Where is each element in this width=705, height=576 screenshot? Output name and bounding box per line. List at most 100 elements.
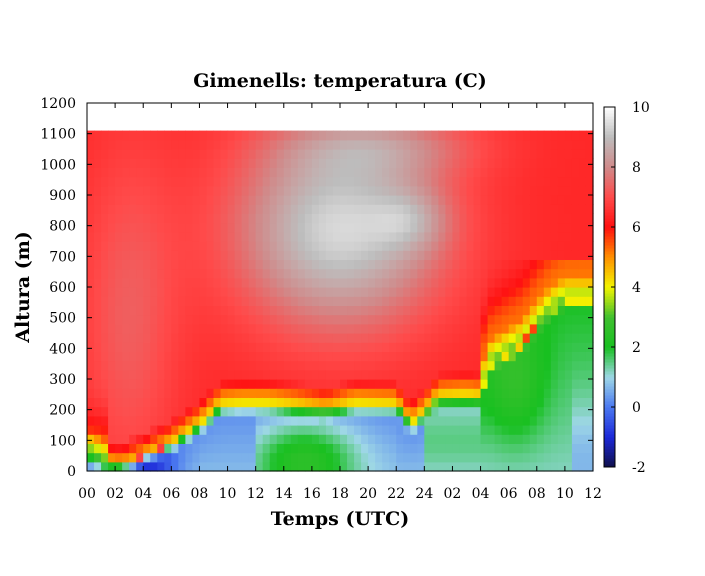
- heatmap-cell: [403, 259, 411, 270]
- heatmap-cell: [354, 167, 362, 178]
- heatmap-cell: [403, 305, 411, 316]
- heatmap-cell: [410, 434, 418, 444]
- heatmap-cell: [248, 443, 257, 454]
- heatmap-cell: [304, 461, 313, 472]
- heatmap-cell: [501, 241, 510, 251]
- heatmap-cell: [192, 369, 201, 380]
- heatmap-cell: [122, 452, 130, 463]
- heatmap-cell: [522, 314, 531, 325]
- heatmap-cell: [185, 397, 194, 408]
- heatmap-cell: [276, 406, 285, 417]
- heatmap-cell: [536, 397, 545, 408]
- heatmap-cell: [382, 268, 390, 279]
- heatmap-cell: [501, 222, 510, 233]
- heatmap-cell: [262, 443, 271, 454]
- heatmap-cell: [164, 213, 172, 224]
- heatmap-cell: [340, 222, 348, 233]
- heatmap-cell: [129, 185, 137, 196]
- heatmap-cell: [389, 323, 397, 334]
- heatmap-cell: [529, 268, 538, 279]
- heatmap-cell: [290, 434, 299, 444]
- heatmap-cell: [157, 250, 165, 260]
- heatmap-cell: [199, 351, 208, 362]
- heatmap-cell: [417, 259, 425, 270]
- heatmap-cell: [571, 305, 580, 316]
- heatmap-cell: [290, 415, 299, 426]
- heatmap-cell: [220, 425, 229, 435]
- heatmap-cell: [375, 305, 383, 316]
- heatmap-cell: [122, 461, 130, 472]
- heatmap-cell: [445, 222, 454, 233]
- heatmap-cell: [192, 351, 201, 362]
- heatmap-cell: [438, 360, 447, 371]
- heatmap-cell: [522, 176, 531, 187]
- heatmap-cell: [459, 443, 468, 454]
- heatmap-cell: [192, 415, 201, 426]
- heatmap-cell: [129, 241, 137, 251]
- heatmap-cell: [375, 277, 383, 288]
- heatmap-cell: [143, 351, 151, 362]
- heatmap-cell: [354, 268, 362, 279]
- heatmap-cell: [192, 323, 201, 334]
- heatmap-cell: [262, 461, 271, 472]
- heatmap-cell: [206, 397, 215, 408]
- heatmap-cell: [473, 369, 482, 380]
- heatmap-cell: [94, 360, 102, 371]
- heatmap-cell: [241, 277, 250, 288]
- heatmap-cell: [108, 314, 116, 325]
- heatmap-cell: [178, 241, 186, 251]
- heatmap-cell: [424, 388, 432, 398]
- heatmap-cell: [550, 305, 559, 316]
- heatmap-cell: [410, 287, 418, 297]
- heatmap-cell: [241, 443, 250, 454]
- heatmap-cell: [234, 204, 243, 214]
- heatmap-cell: [164, 222, 172, 233]
- heatmap-cell: [508, 443, 517, 454]
- heatmap-cell: [241, 213, 250, 224]
- heatmap-cell: [136, 149, 144, 159]
- heatmap-cell: [108, 213, 116, 224]
- heatmap-cell: [382, 287, 390, 297]
- heatmap-cell: [171, 461, 179, 472]
- heatmap-cell: [255, 158, 264, 168]
- colorbar-swatch: [604, 443, 615, 447]
- heatmap-cell: [459, 305, 468, 316]
- heatmap-cell: [529, 461, 538, 472]
- heatmap-cell: [515, 250, 524, 260]
- heatmap-cell: [585, 185, 594, 196]
- heatmap-cell: [578, 406, 587, 417]
- heatmap-cell: [101, 204, 109, 214]
- heatmap-cell: [501, 213, 510, 224]
- heatmap-cell: [290, 185, 299, 196]
- heatmap-cell: [368, 204, 376, 214]
- heatmap-cell: [368, 415, 376, 426]
- heatmap-cell: [269, 277, 278, 288]
- heatmap-cell: [410, 176, 418, 187]
- heatmap-cell: [87, 314, 95, 325]
- heatmap-cell: [494, 158, 503, 168]
- heatmap-cell: [522, 204, 531, 214]
- heatmap-cell: [248, 222, 257, 233]
- heatmap-cell: [354, 369, 362, 380]
- heatmap-cell: [340, 406, 348, 417]
- heatmap-cell: [389, 259, 397, 270]
- heatmap-cell: [522, 443, 531, 454]
- heatmap-cell: [445, 379, 454, 389]
- heatmap-cell: [213, 185, 222, 196]
- heatmap-cell: [94, 314, 102, 325]
- heatmap-cell: [143, 277, 151, 288]
- heatmap-cell: [143, 415, 151, 426]
- heatmap-cell: [122, 323, 130, 334]
- heatmap-cell: [389, 241, 397, 251]
- heatmap-cell: [501, 323, 510, 334]
- heatmap-cell: [94, 443, 102, 454]
- heatmap-cell: [487, 158, 496, 168]
- heatmap-cell: [325, 434, 334, 444]
- heatmap-cell: [466, 195, 475, 205]
- heatmap-cell: [417, 397, 425, 408]
- colorbar-swatch: [604, 305, 615, 309]
- heatmap-cell: [304, 259, 313, 270]
- heatmap-cell: [417, 130, 425, 141]
- heatmap-cell: [185, 277, 194, 288]
